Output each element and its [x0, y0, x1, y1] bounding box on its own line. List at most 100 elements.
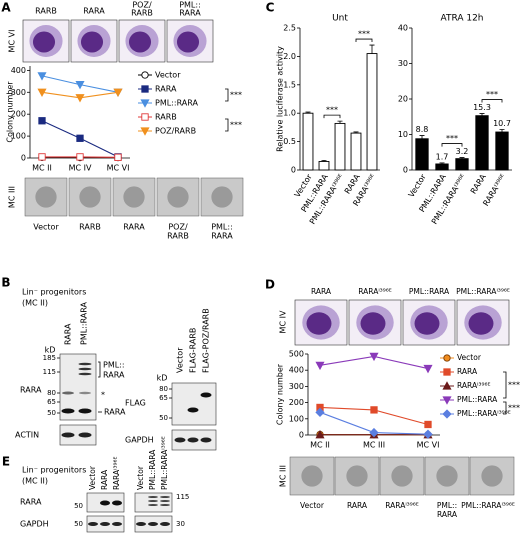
band	[62, 391, 74, 395]
y-tick-label: 100	[11, 132, 26, 141]
bar	[495, 131, 509, 171]
mw-marker: 50	[47, 409, 56, 417]
band	[160, 500, 170, 502]
label: RARB	[131, 9, 153, 18]
lane-label: RARAᴵ³⁹⁶ᴱ	[112, 457, 121, 490]
cell-nucleus	[414, 312, 440, 335]
band	[61, 408, 75, 414]
significance: ***	[326, 106, 338, 115]
lane-label: RARA	[100, 469, 109, 490]
x-tick-label: MC II	[32, 164, 52, 173]
significance: ***	[486, 90, 498, 99]
y-tick-label: 2.0	[283, 52, 296, 61]
panel-letter: B	[1, 276, 10, 290]
legend-label: RARA	[457, 367, 478, 376]
lane-label: Vector	[88, 465, 97, 490]
chart-title: ATRA 12h	[440, 14, 483, 24]
colony	[211, 186, 233, 208]
significance-bracket	[503, 401, 507, 415]
y-tick-label: 0	[403, 166, 408, 175]
label: POZ/	[132, 1, 152, 10]
data-label: 10.7	[493, 119, 511, 128]
data-point	[75, 80, 85, 90]
label: RARB	[35, 7, 57, 16]
y-axis-label: Colony number	[6, 81, 15, 143]
data-point	[114, 153, 122, 161]
blot	[59, 424, 97, 446]
x-tick-label: MC II	[310, 441, 330, 450]
bar	[435, 163, 449, 171]
data-label: 8.8	[416, 125, 429, 134]
significance: ***	[230, 121, 242, 130]
legend-label: Vector	[457, 353, 482, 362]
band	[160, 522, 170, 526]
mw-marker: 115	[43, 368, 56, 376]
blot	[171, 382, 217, 426]
label: Vector	[300, 501, 325, 510]
panel-letter: E	[2, 455, 10, 469]
significance-bracket	[503, 371, 507, 399]
panel-letter: D	[265, 278, 275, 292]
row-label: GAPDH	[125, 436, 154, 445]
significance: ***	[508, 404, 520, 413]
legend-marker	[443, 368, 451, 376]
mw-marker: 65	[159, 394, 168, 402]
row-label: RARA	[20, 386, 42, 395]
y-axis-label: Colony number	[276, 363, 285, 425]
label: RARAᴵ³⁹⁶ᴱ	[385, 501, 418, 510]
y-tick-label: 2.5	[283, 24, 296, 33]
legend-label: PML::RARA	[155, 99, 199, 108]
data-point	[315, 429, 325, 439]
band	[78, 362, 92, 366]
band	[148, 522, 158, 526]
error-bar	[499, 129, 505, 133]
significance: ***	[446, 134, 458, 143]
legend-label: POZ/RARB	[155, 127, 196, 136]
data-point	[370, 406, 378, 414]
stage-label: MC VI	[8, 30, 17, 53]
band	[174, 437, 186, 443]
significance-bracket	[441, 143, 463, 147]
colony	[301, 465, 323, 487]
label: Lin⁻ progenitors	[22, 288, 86, 297]
data-point	[38, 153, 46, 161]
stage-label: MC III	[8, 186, 17, 208]
significance-bracket	[355, 38, 373, 43]
y-tick-label: 500	[289, 350, 304, 359]
y-tick-label: 400	[289, 366, 304, 375]
label: RARA	[437, 510, 458, 519]
bar	[350, 132, 362, 171]
mw-marker: 80	[159, 385, 168, 393]
fusion-bracket	[98, 361, 101, 378]
legend-label: Vector	[155, 71, 181, 80]
y-tick-label: 10	[398, 130, 408, 139]
lane-label: Vector	[176, 347, 185, 373]
error-bar	[305, 111, 311, 114]
label: PML::RARAᴵ³⁹⁶ᴱ	[461, 501, 515, 510]
colony	[123, 186, 145, 208]
bar	[366, 53, 378, 171]
colony	[79, 186, 101, 208]
y-tick-label: 100	[289, 414, 304, 423]
data-point	[38, 117, 46, 125]
label: PML::RARAᴵ³⁹⁶ᴱ	[456, 287, 510, 296]
data-point	[76, 134, 84, 142]
bar	[318, 161, 330, 171]
legend-marker	[442, 381, 452, 390]
mw-marker: 65	[47, 398, 56, 406]
label: (MC II)	[22, 477, 48, 486]
lane-label: RARA	[64, 323, 73, 345]
y-tick-label: 200	[11, 110, 26, 119]
panel-letter: A	[1, 1, 11, 15]
cell-nucleus	[176, 31, 200, 53]
x-tick-label: MC VI	[107, 164, 130, 173]
band	[148, 504, 158, 506]
band	[160, 496, 170, 498]
colony-image	[424, 456, 470, 496]
band	[160, 504, 170, 506]
x-tick-label: MC VI	[417, 441, 440, 450]
data-point	[369, 352, 379, 362]
error-bar	[419, 135, 425, 139]
band	[88, 522, 98, 526]
data-point	[315, 407, 325, 417]
